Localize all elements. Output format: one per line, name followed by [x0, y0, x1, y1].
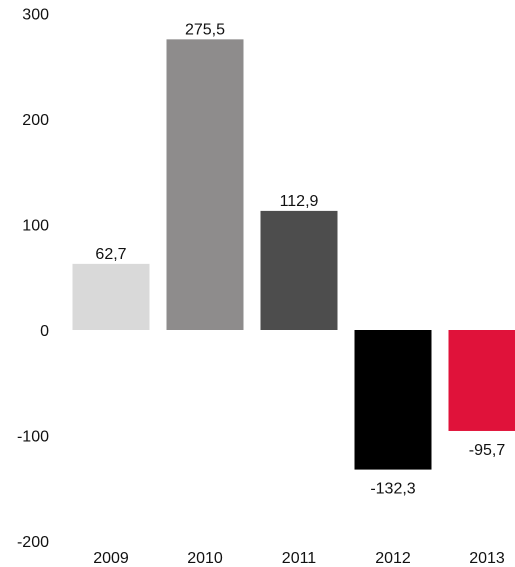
data-label-2009: 62,7 [95, 246, 126, 263]
x-tick-label-2010: 2010 [187, 550, 223, 567]
data-label-2010: 275,5 [185, 21, 225, 38]
y-tick-label: 0 [40, 323, 49, 340]
x-tick-label-2013: 2013 [469, 550, 505, 567]
data-label-2012: -132,3 [370, 481, 415, 498]
y-tick-label: -200 [17, 534, 49, 551]
y-tick-label: 300 [22, 7, 49, 24]
x-tick-label-2009: 2009 [93, 550, 129, 567]
bar-2013 [448, 330, 515, 431]
x-tick-label-2012: 2012 [375, 550, 411, 567]
y-tick-label: 200 [22, 112, 49, 129]
data-label-2013: -95,7 [469, 442, 506, 459]
bar-2011 [260, 210, 338, 330]
bars [72, 39, 515, 470]
x-axis: 2009 2010 2011 2012 2013 [93, 550, 505, 567]
y-tick-label: 100 [22, 218, 49, 235]
data-label-2011: 112,9 [280, 193, 319, 210]
y-axis: 300 200 100 0 -100 -200 [17, 7, 49, 552]
bar-2009 [72, 263, 150, 330]
bar-2010 [166, 39, 244, 330]
bar-2012 [354, 330, 432, 470]
y-tick-label: -100 [17, 429, 49, 446]
data-labels: 62,7 275,5 112,9 -132,3 -95,7 [95, 21, 505, 497]
x-tick-label-2011: 2011 [282, 550, 317, 567]
